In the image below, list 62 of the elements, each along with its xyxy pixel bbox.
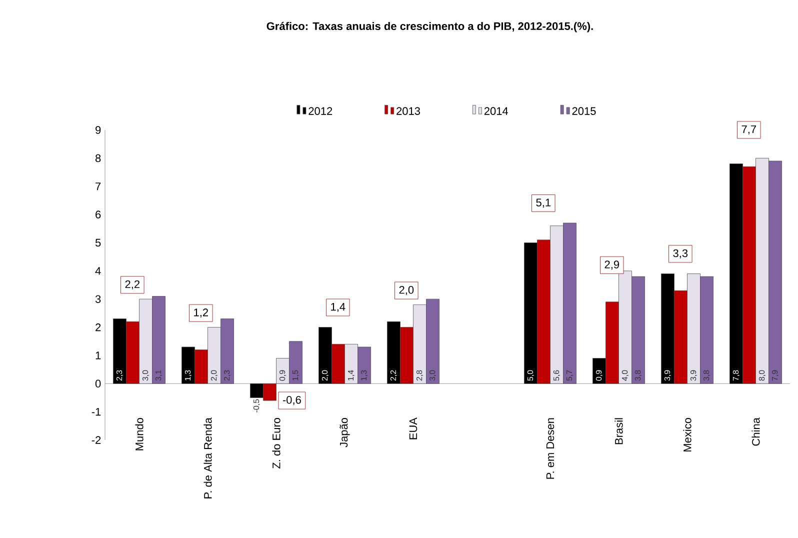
data-label: 1,3 <box>184 370 192 380</box>
data-label: 2,2 <box>390 370 398 381</box>
y-tick-label: 6 <box>96 210 101 218</box>
annotation: 1,4 <box>331 303 346 312</box>
data-label: 7,8 <box>732 370 740 381</box>
x-tick-label: P. de Alta Renda <box>204 418 212 498</box>
data-label: 3,0 <box>142 370 150 381</box>
legend-label: 2012 <box>308 107 332 115</box>
data-label: 3,1 <box>155 370 162 381</box>
x-tick-label: Mexico <box>683 418 692 452</box>
x-tick-label: Japão <box>340 418 350 448</box>
annotation: 2,9 <box>604 260 620 270</box>
y-tick-label: 8 <box>95 154 101 162</box>
data-label: 1,3 <box>360 370 368 380</box>
y-tick-label: 4 <box>95 267 101 275</box>
annotation: 5,1 <box>536 198 551 208</box>
y-tick-label: 9 <box>96 126 101 134</box>
annotation: 7,7 <box>742 125 756 134</box>
x-tick-label: Brasil <box>614 418 623 444</box>
y-tick-label: 1 <box>96 352 101 360</box>
y-tick-label: 7 <box>96 182 101 190</box>
data-label: 3,9 <box>690 370 698 381</box>
annotation: 1,2 <box>194 308 208 318</box>
data-label: 5,0 <box>527 370 534 381</box>
data-label: 2,8 <box>416 370 424 381</box>
data-label: 3,0 <box>429 370 436 381</box>
data-label: 5,6 <box>553 370 560 381</box>
data-label: 1,5 <box>292 370 300 380</box>
data-label: 0,9 <box>596 370 603 381</box>
y-tick-label: 5 <box>95 238 101 247</box>
legend-label: 2015 <box>572 107 596 115</box>
data-label: 2,3 <box>224 370 231 381</box>
legend-label: 2014 <box>484 107 508 115</box>
annotation: 2,2 <box>125 280 140 290</box>
data-label: -0,5 <box>253 399 260 412</box>
data-label: 3,9 <box>664 370 672 381</box>
x-tick-label: EUA <box>409 418 418 440</box>
legend-label: 2013 <box>396 107 420 115</box>
data-label: 1,4 <box>348 370 355 380</box>
x-tick-label: Z. do Euro <box>272 418 280 468</box>
y-tick-label: 2 <box>96 323 101 332</box>
data-label: 8,0 <box>758 370 766 381</box>
annotation: -0,6 <box>282 396 301 406</box>
y-tick-label: -1 <box>92 408 101 416</box>
annotation: 2,0 <box>399 286 414 296</box>
data-label: 2,3 <box>116 370 124 381</box>
data-label: 2,0 <box>210 370 218 381</box>
chart-title: Gráfico: Taxas anuais de crescimento a do PIB, 2012-2015.(%). <box>266 22 593 32</box>
x-tick-label: P. em Desen <box>546 418 554 479</box>
data-label: 3,8 <box>634 370 642 381</box>
data-label: 5,7 <box>566 370 574 381</box>
x-tick-label: China <box>752 418 760 446</box>
annotation: 3,3 <box>673 249 688 258</box>
data-label: 7,9 <box>772 370 779 381</box>
data-label: 0,9 <box>279 370 286 381</box>
y-tick-label: -2 <box>92 436 101 444</box>
x-tick-label: Mundo <box>135 418 144 450</box>
data-label: 3,8 <box>703 370 710 381</box>
y-tick-label: 0 <box>95 380 101 388</box>
y-tick-label: 3 <box>95 295 101 303</box>
data-label: 4,0 <box>622 370 629 381</box>
data-label: 2,0 <box>322 370 329 381</box>
